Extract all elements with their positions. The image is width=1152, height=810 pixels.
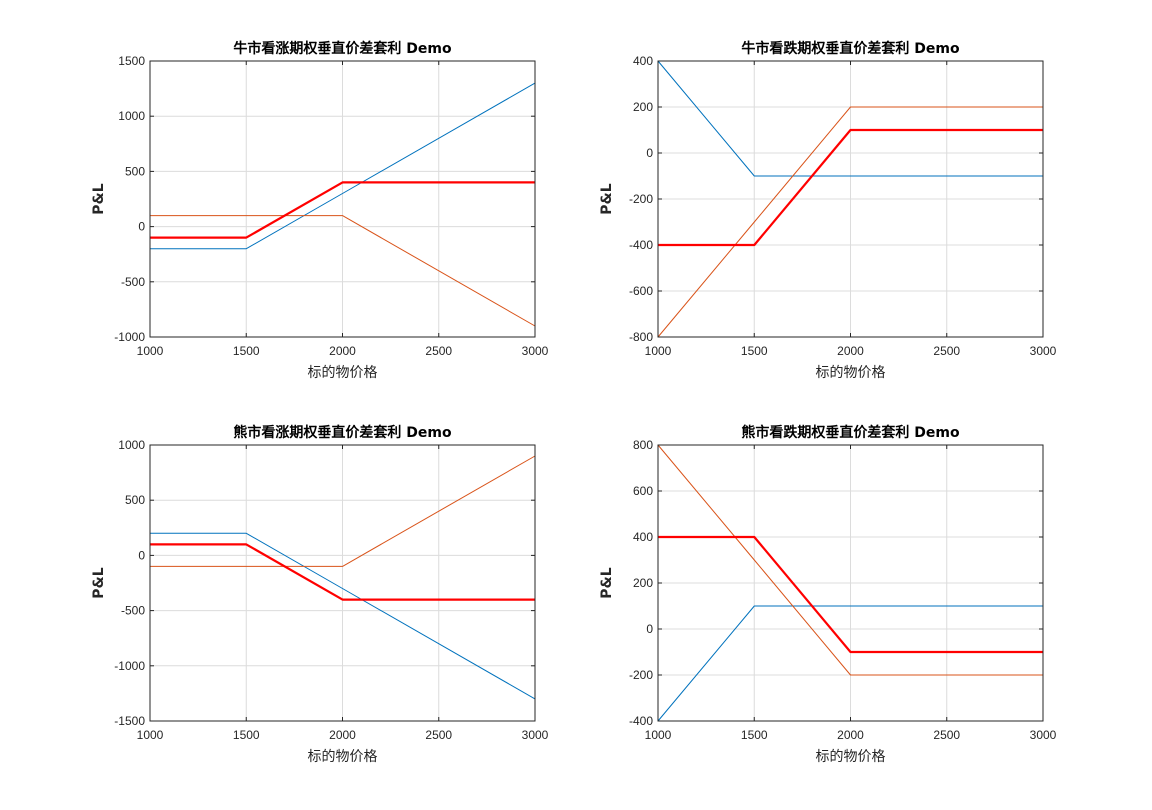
y-axis-label: P&L [599,567,615,598]
subplot-4: 1000 1500 2000 2500 3000 -400 -200 0 200 400 600 80… [599,424,1057,765]
y-tick-label: 1000 [118,438,145,452]
leg-pl-line-2 [657,444,1043,676]
leg-pl-line-1 [150,82,536,250]
y-tick-label: -1000 [114,659,145,673]
x-axis-label: 标的物价格 [308,749,378,765]
x-tick-label: 3000 [522,728,549,742]
y-tick-label: -200 [629,668,653,682]
x-tick-label: 3000 [522,344,549,358]
y-axis-label: P&L [599,183,615,214]
y-axis-label: P&L [91,567,107,598]
leg-pl-line-1 [657,605,1043,722]
net-pl-line [150,181,535,239]
y-tick-label: -1000 [114,330,145,344]
subplot-3: 1000 1500 2000 2500 3000 -1500 -1000 -500 0 500 10… [91,424,549,765]
y-tick-label: 500 [125,493,145,507]
chart-title: 熊市看跌期权垂直价差套利 Demo [741,424,960,441]
x-tick-label: 2500 [933,728,960,742]
leg-pl-line-1 [150,532,536,700]
net-pl-line [658,128,1043,247]
y-tick-label: -500 [121,604,145,618]
y-tick-label: 200 [633,576,653,590]
x-tick-label: 1500 [233,728,260,742]
x-tick-label: 2000 [329,728,356,742]
y-tick-label: 200 [633,100,653,114]
x-tick-label: 2000 [837,728,864,742]
chart-title: 熊市看涨期权垂直价差套利 Demo [233,424,452,441]
x-tick-label: 1000 [645,728,672,742]
leg-pl-line-2 [150,215,536,327]
y-tick-label: -400 [629,714,653,728]
leg-pl-line-2 [150,455,536,567]
x-tick-label: 2000 [837,344,864,358]
chart-title: 牛市看涨期权垂直价差套利 Demo [233,40,452,57]
x-axis-label: 标的物价格 [816,749,886,765]
y-tick-label: 400 [633,530,653,544]
y-tick-label: 0 [646,146,653,160]
x-tick-label: 1500 [741,728,768,742]
x-tick-label: 2000 [329,344,356,358]
y-tick-label: 0 [138,220,145,234]
y-tick-label: -600 [629,284,653,298]
y-tick-label: 0 [646,622,653,636]
axes-box [149,444,536,722]
x-axis-label: 标的物价格 [308,365,378,381]
y-tick-label: 500 [125,164,145,178]
axes-box [657,444,1044,722]
x-tick-label: 1000 [137,728,164,742]
net-pl-line [150,543,535,601]
y-tick-label: -1500 [114,714,145,728]
axes-box [657,60,1044,338]
net-pl-line [658,535,1043,654]
x-axis-label: 标的物价格 [816,365,886,381]
leg-pl-line-2 [657,106,1043,338]
y-tick-label: 800 [633,438,653,452]
y-tick-label: 1000 [118,109,145,123]
y-tick-label: -200 [629,192,653,206]
x-tick-label: 1500 [233,344,260,358]
subplot-1: 1000 1500 2000 2500 3000 -1000 -500 0 500 1000 150… [91,40,549,381]
subplot-2: 1000 1500 2000 2500 3000 -800 -600 -400 -200 0 200… [599,40,1057,381]
chart-title: 牛市看跌期权垂直价差套利 Demo [741,40,960,57]
x-tick-label: 3000 [1030,728,1057,742]
x-tick-label: 1500 [741,344,768,358]
leg-pl-line-1 [657,60,1043,177]
y-tick-label: -500 [121,275,145,289]
x-tick-label: 2500 [933,344,960,358]
y-axis-label: P&L [91,183,107,214]
x-tick-label: 2500 [425,728,452,742]
y-tick-label: -800 [629,330,653,344]
axes-box [149,60,536,338]
x-tick-label: 1000 [137,344,164,358]
y-tick-label: -400 [629,238,653,252]
y-tick-label: 400 [633,54,653,68]
x-tick-label: 1000 [645,344,672,358]
x-tick-label: 2500 [425,344,452,358]
x-tick-label: 3000 [1030,344,1057,358]
y-tick-label: 600 [633,484,653,498]
y-tick-label: 1500 [118,54,145,68]
y-tick-label: 0 [138,548,145,562]
